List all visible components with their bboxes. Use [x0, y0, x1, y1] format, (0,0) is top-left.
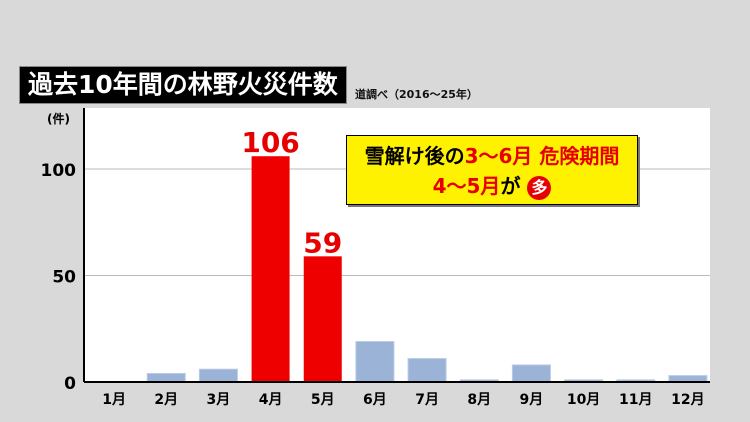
- note-text: 雪解け後の: [364, 144, 465, 168]
- y-tick-label: 0: [64, 374, 76, 394]
- x-tick-label: 7月: [415, 392, 439, 408]
- x-tick-label: 5月: [311, 392, 335, 408]
- y-axis-unit: (件): [47, 112, 70, 126]
- annotation-box: 雪解け後の3〜6月 危険期間 4〜5月が 多: [346, 135, 638, 205]
- x-tick-label: 4月: [259, 392, 283, 408]
- y-tick-label: 50: [52, 268, 76, 288]
- note-highlight: 3〜6月 危険期間: [464, 144, 620, 168]
- bar-2月: [146, 372, 186, 383]
- data-label: 106: [241, 126, 299, 159]
- source-note: 道調べ（2016〜25年）: [355, 88, 478, 101]
- chart-title: 過去10年間の林野火災件数: [19, 66, 347, 104]
- data-label: 59: [303, 226, 342, 259]
- y-tick-label: 100: [41, 161, 77, 181]
- bar-5月: [303, 256, 342, 382]
- x-tick-label: 3月: [207, 392, 231, 408]
- x-tick-label: 10月: [567, 392, 600, 408]
- x-tick-label: 6月: [363, 392, 387, 408]
- x-tick-label: 12月: [671, 392, 704, 408]
- bar-6月: [355, 341, 395, 383]
- x-tick-label: 1月: [102, 392, 126, 408]
- x-tick-label: 9月: [520, 392, 544, 408]
- x-tick-label: 11月: [619, 392, 652, 408]
- bar-3月: [198, 368, 238, 383]
- many-badge: 多: [527, 176, 552, 200]
- bar-4月: [251, 156, 290, 382]
- bar-7月: [407, 358, 447, 383]
- x-tick-label: 8月: [467, 392, 491, 408]
- x-tick-label: 2月: [154, 392, 178, 408]
- note-highlight: 4〜5月: [432, 174, 501, 198]
- bar-9月: [511, 364, 551, 383]
- note-text: が: [500, 174, 521, 198]
